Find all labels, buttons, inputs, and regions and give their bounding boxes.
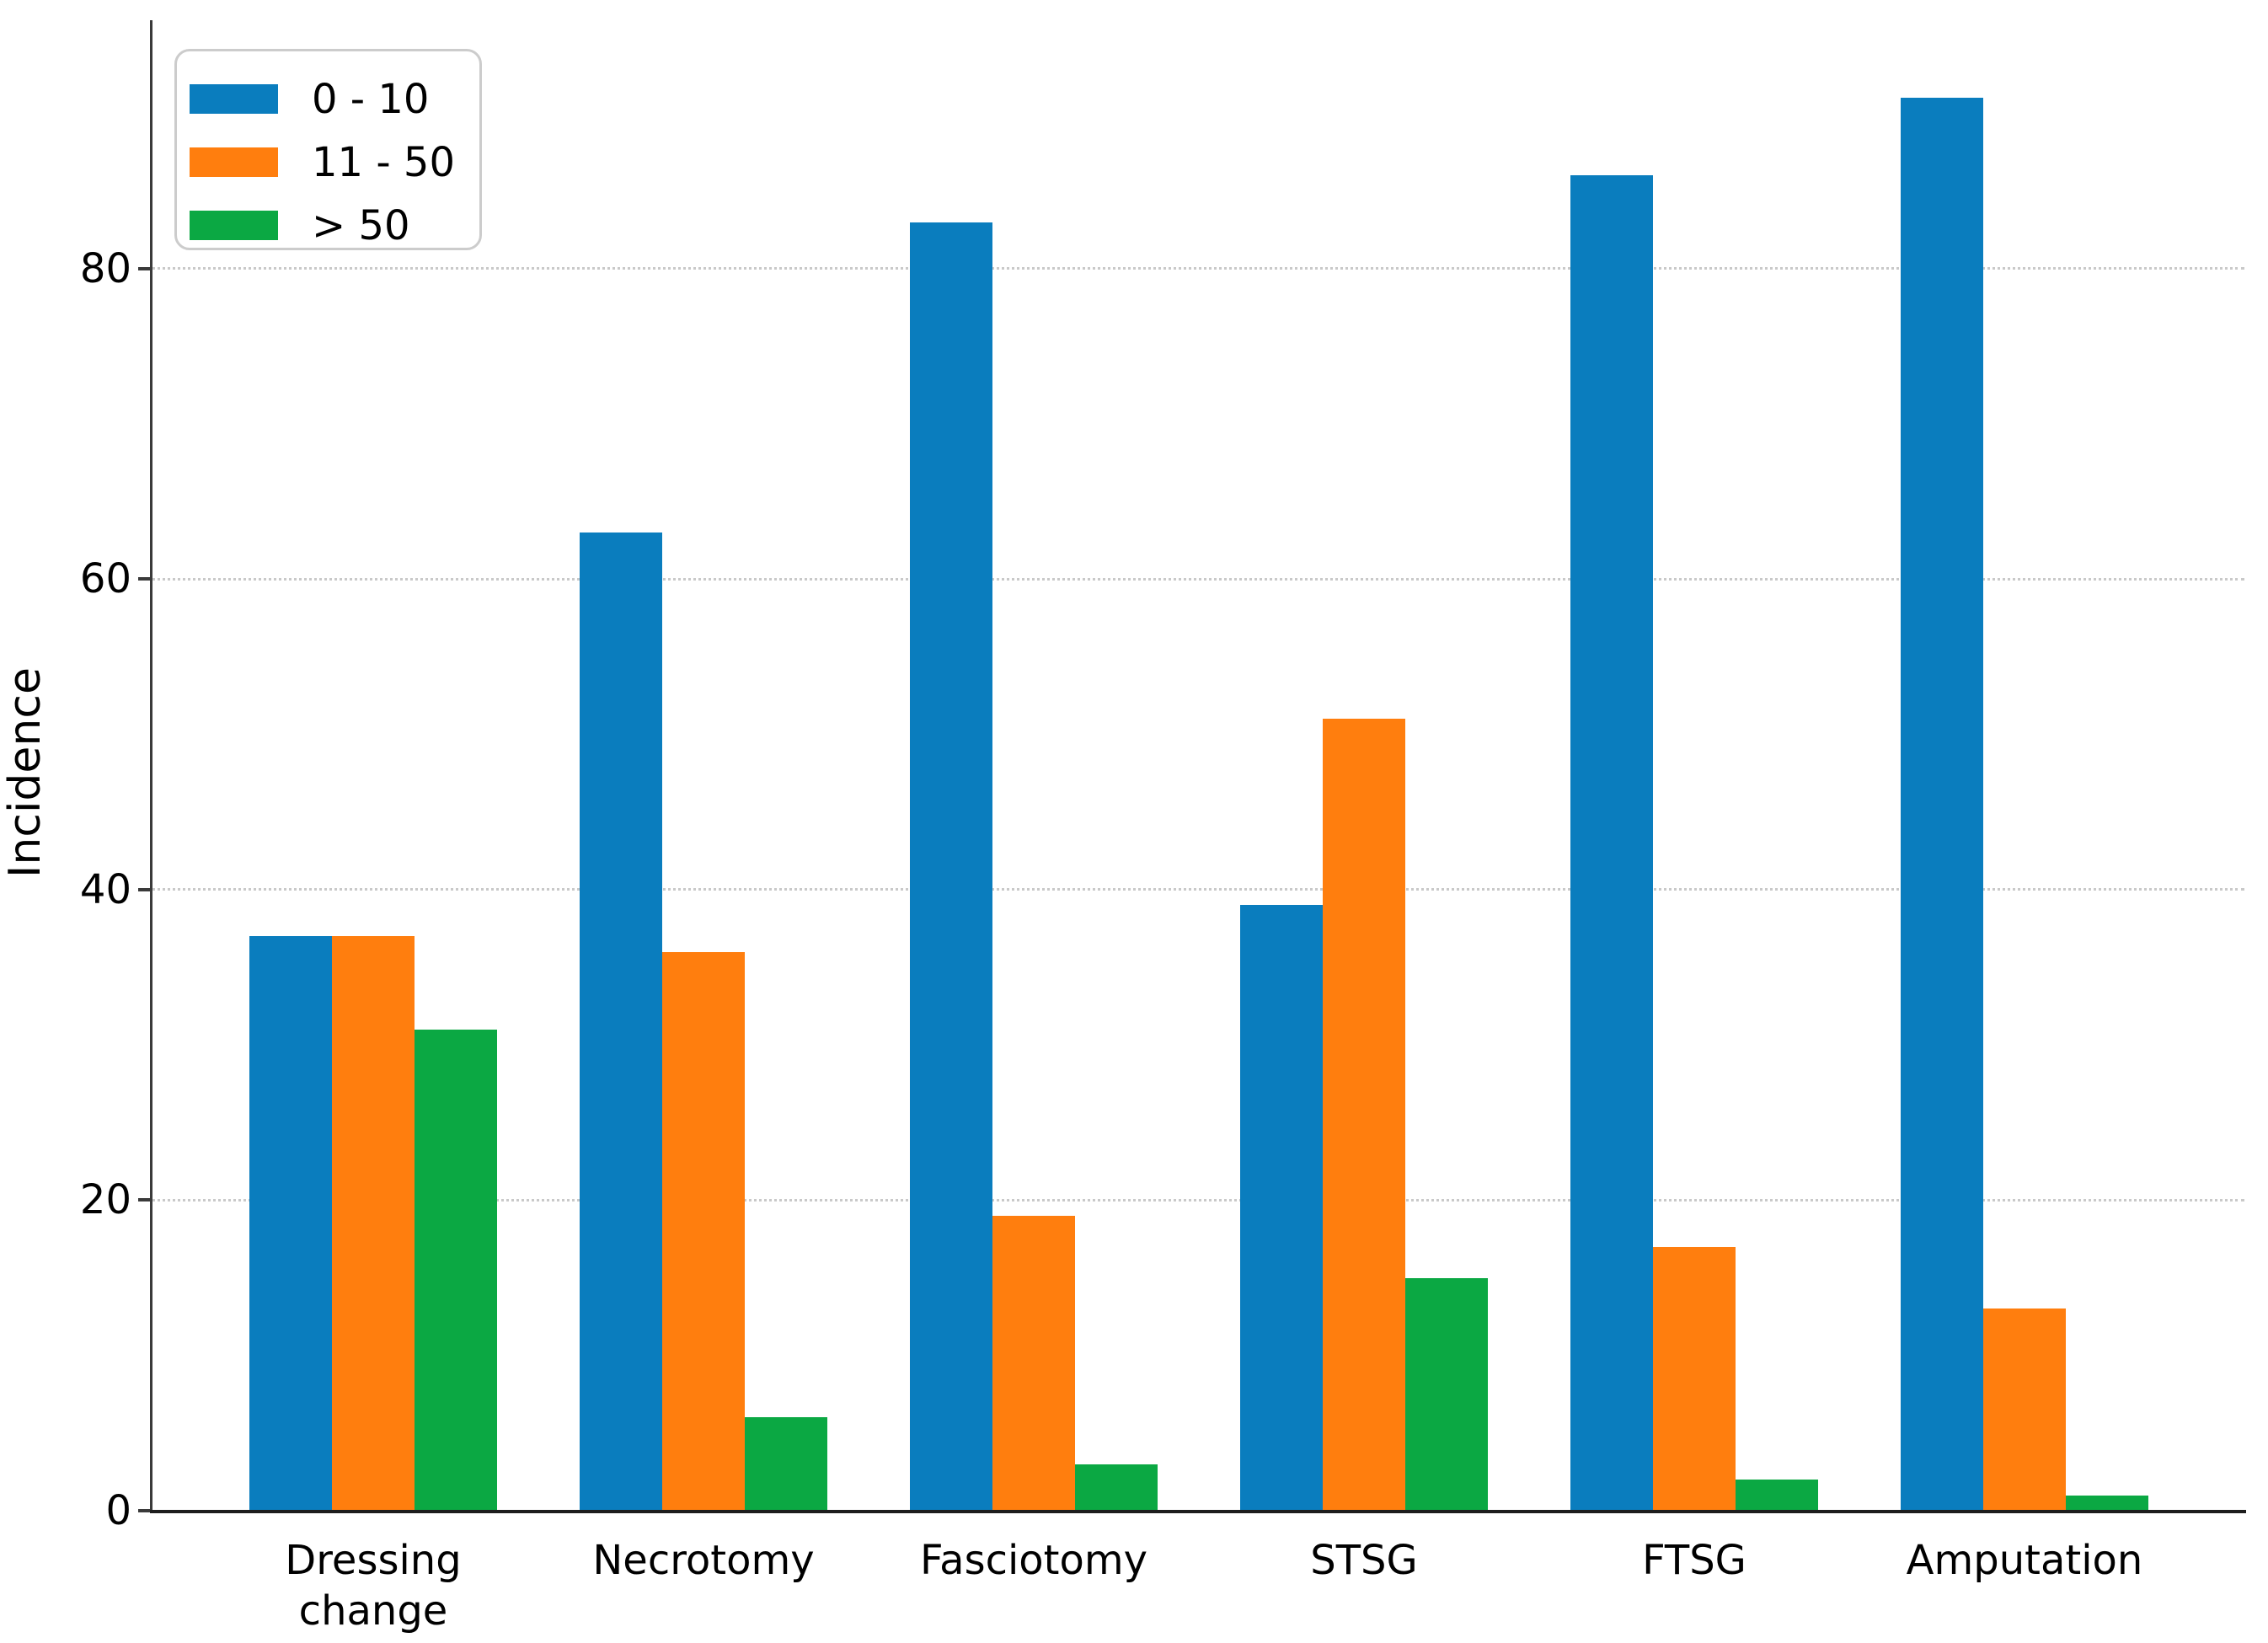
bar-50-stsg (1405, 1277, 1488, 1511)
y-tick-label-0: 0 (105, 1487, 131, 1534)
y-tick-mark-20 (138, 1198, 150, 1202)
bar-0-10-amputation (1901, 98, 1983, 1511)
bar-50-fasciotomy (1075, 1464, 1158, 1511)
bar-0-10-dressing-change (249, 936, 332, 1511)
legend-label-11-50: 11 - 50 (312, 138, 455, 186)
bar-11-50-ftsg (1653, 1246, 1736, 1511)
y-tick-label-80: 80 (79, 244, 131, 292)
x-label-stsg: STSG (1310, 1537, 1418, 1584)
legend-swatch-0-10 (190, 84, 278, 114)
bar-50-necrotomy (745, 1417, 827, 1511)
bar-0-10-ftsg (1570, 175, 1653, 1511)
y-tick-label-40: 40 (79, 865, 131, 913)
x-axis-line (150, 1510, 2246, 1513)
y-axis-line (150, 20, 152, 1512)
legend-swatch-50 (190, 211, 278, 240)
bar-11-50-necrotomy (662, 951, 745, 1511)
bar-0-10-stsg (1240, 905, 1323, 1511)
y-tick-mark-60 (138, 577, 150, 581)
bar-11-50-amputation (1983, 1309, 2066, 1511)
gridline-20 (152, 1198, 2244, 1201)
y-tick-mark-40 (138, 887, 150, 891)
x-label-amputation: Amputation (1906, 1537, 2143, 1584)
x-label-dressing-change: Dressing change (208, 1535, 538, 1636)
legend-items: 0 - 10 11 - 50 > 50 (190, 67, 479, 257)
bar-50-dressing-change (415, 1029, 497, 1511)
bar-11-50-dressing-change (332, 936, 415, 1511)
x-label-text: Dressing change (285, 1537, 462, 1635)
bar-50-ftsg (1736, 1480, 1818, 1511)
legend-label-50: > 50 (312, 201, 410, 249)
y-axis-title: Incidence (0, 667, 51, 878)
x-label-ftsg: FTSG (1642, 1537, 1746, 1584)
x-label-fasciotomy: Fasciotomy (919, 1537, 1148, 1584)
y-tick-label-60: 60 (79, 555, 131, 603)
bar-0-10-fasciotomy (910, 222, 992, 1511)
legend-swatch-11-50 (190, 147, 278, 177)
plot-area (152, 22, 2244, 1511)
y-tick-label-20: 20 (79, 1176, 131, 1224)
bar-50-amputation (2066, 1495, 2148, 1511)
legend-item-11-50: 11 - 50 (190, 131, 479, 194)
y-tick-mark-0 (138, 1509, 150, 1512)
y-tick-mark-80 (138, 266, 150, 270)
legend-item-0-10: 0 - 10 (190, 67, 479, 131)
gridline-60 (152, 577, 2244, 581)
x-label-necrotomy: Necrotomy (592, 1537, 815, 1584)
gridline-40 (152, 888, 2244, 891)
legend-label-0-10: 0 - 10 (312, 75, 430, 123)
legend-item-50: > 50 (190, 194, 479, 257)
bar-11-50-stsg (1323, 719, 1405, 1511)
bar-0-10-necrotomy (580, 533, 662, 1511)
bar-11-50-fasciotomy (992, 1215, 1075, 1511)
gridline-80 (152, 267, 2244, 270)
legend: 0 - 10 11 - 50 > 50 (174, 49, 482, 250)
